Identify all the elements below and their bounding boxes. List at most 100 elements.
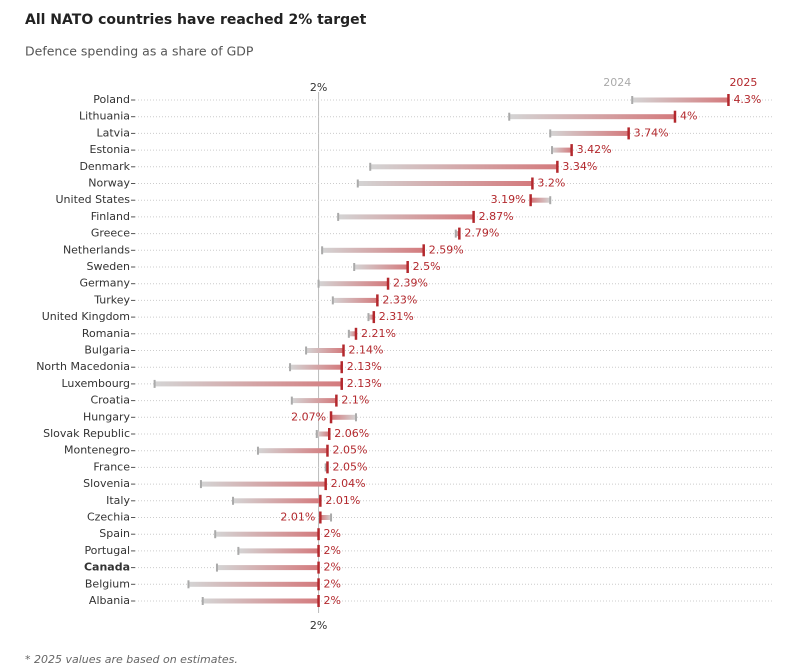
category-label: Sweden — [87, 260, 130, 273]
category-label: United Kingdom — [42, 310, 130, 323]
range-bar — [509, 114, 675, 120]
range-bar — [320, 515, 332, 520]
range-bar — [238, 548, 319, 554]
range-bar — [338, 214, 474, 220]
range-bar — [233, 498, 321, 504]
value-label: 2.59% — [429, 243, 464, 256]
category-label: Bulgaria — [84, 344, 130, 357]
category-label: Slovenia — [83, 477, 130, 490]
category-label: Belgium — [85, 577, 130, 590]
range-bar — [322, 247, 424, 253]
value-label: 2.39% — [393, 277, 428, 290]
range-bar — [455, 231, 460, 237]
range-bar — [154, 381, 342, 387]
range-bar — [216, 565, 319, 571]
range-bar — [332, 297, 378, 303]
range-bar — [331, 414, 356, 420]
category-label: Finland — [91, 210, 130, 223]
range-bar — [318, 281, 389, 287]
category-label: Montenegro — [64, 444, 130, 457]
range-bar — [316, 431, 330, 437]
category-label: United States — [56, 193, 131, 206]
range-bar — [357, 181, 533, 186]
range-bar — [632, 97, 729, 103]
category-label: Greece — [91, 227, 130, 240]
value-label: 2.87% — [479, 210, 514, 223]
category-label: Norway — [88, 177, 130, 190]
category-label: Canada — [84, 561, 130, 574]
range-bar — [354, 264, 408, 270]
value-label: 2.13% — [347, 377, 382, 390]
category-label: Portugal — [84, 544, 130, 557]
category-label: Latvia — [97, 126, 131, 139]
value-label: 4.3% — [733, 93, 761, 106]
value-label: 2.79% — [464, 227, 499, 240]
range-bar — [188, 581, 319, 587]
value-label: 3.2% — [537, 177, 565, 190]
value-label: 2.05% — [332, 460, 367, 473]
category-label: Croatia — [90, 394, 130, 407]
value-label: 3.19% — [491, 193, 526, 206]
value-label: 3.34% — [562, 160, 597, 173]
category-label: Italy — [106, 494, 130, 507]
category-label: Czechia — [87, 511, 130, 524]
legend-label: 2024 — [603, 76, 631, 89]
value-label: 2.01% — [325, 494, 360, 507]
range-bar — [550, 130, 629, 136]
category-label: France — [93, 460, 130, 473]
value-label: 2% — [324, 561, 341, 574]
category-label: Turkey — [93, 293, 130, 306]
range-bar — [348, 331, 356, 337]
category-label: Poland — [93, 93, 130, 106]
range-bar — [215, 531, 319, 537]
value-label: 2.31% — [379, 310, 414, 323]
range-bar — [552, 147, 572, 153]
value-label: 2.21% — [361, 327, 396, 340]
value-label: 2.07% — [291, 410, 326, 423]
range-bar — [200, 481, 326, 487]
range-bar — [291, 398, 337, 404]
category-label: Estonia — [90, 143, 131, 156]
range-bar — [530, 197, 551, 203]
value-label: 2.01% — [280, 511, 315, 524]
value-label: 2% — [324, 594, 341, 607]
value-label: 2% — [324, 544, 341, 557]
range-bar — [290, 364, 342, 370]
value-label: 4% — [680, 110, 697, 123]
range-bar — [368, 314, 374, 320]
x-tick-label: 2% — [310, 81, 327, 94]
value-label: 2.05% — [332, 444, 367, 457]
x-tick-label: 2% — [310, 619, 327, 632]
footnote: * 2025 values are based on estimates. — [25, 653, 238, 666]
category-label: Netherlands — [63, 243, 130, 256]
category-label: Lithuania — [79, 110, 130, 123]
category-label: Romania — [82, 327, 130, 340]
value-label: 2.33% — [382, 293, 417, 306]
category-label: Hungary — [83, 410, 130, 423]
range-bar — [370, 164, 558, 170]
category-label: Slovak Republic — [43, 427, 130, 440]
value-label: 2.14% — [349, 344, 384, 357]
value-label: 2.5% — [413, 260, 441, 273]
range-bar — [306, 348, 344, 353]
value-label: 2% — [324, 527, 341, 540]
range-bar — [257, 448, 328, 454]
range-bar — [202, 598, 319, 604]
category-label: Spain — [99, 527, 130, 540]
category-label: Denmark — [79, 160, 130, 173]
value-label: 2.1% — [341, 394, 369, 407]
value-label: 2% — [324, 577, 341, 590]
chart-subtitle: Defence spending as a share of GDP — [25, 44, 254, 59]
value-label: 2.04% — [331, 477, 366, 490]
value-label: 2.13% — [347, 360, 382, 373]
legend-label: 2025 — [729, 76, 757, 89]
value-label: 2.06% — [334, 427, 369, 440]
chart-title: All NATO countries have reached 2% targe… — [25, 12, 367, 28]
category-label: North Macedonia — [36, 360, 130, 373]
value-label: 3.42% — [577, 143, 612, 156]
category-label: Germany — [79, 277, 130, 290]
category-label: Albania — [89, 594, 130, 607]
category-label: Luxembourg — [61, 377, 130, 390]
value-label: 3.74% — [634, 126, 669, 139]
